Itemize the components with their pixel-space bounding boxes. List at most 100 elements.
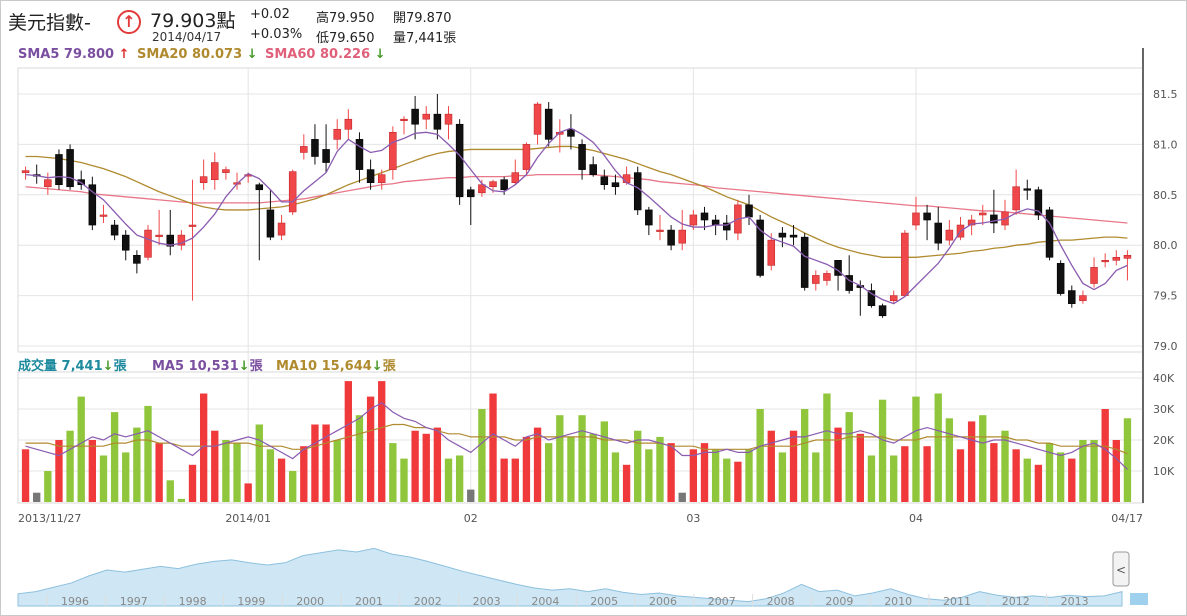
volume-bar bbox=[990, 443, 998, 502]
volume-bar bbox=[823, 393, 831, 502]
navigator-year-label: 2012 bbox=[1002, 595, 1030, 608]
volume-bar bbox=[745, 449, 753, 502]
volume-bar bbox=[378, 381, 386, 502]
volume-bar bbox=[800, 409, 809, 502]
navigator-scroll-handle[interactable] bbox=[1112, 551, 1130, 587]
sma20-legend: SMA20 80.073 ↓ bbox=[137, 47, 258, 62]
volume-bar bbox=[901, 446, 909, 502]
volume-bar bbox=[188, 464, 197, 502]
volume-tick-label: 10K bbox=[1153, 465, 1175, 478]
volume-bar bbox=[199, 393, 208, 502]
candle-body bbox=[1123, 254, 1132, 259]
candle-body bbox=[711, 219, 720, 226]
navigator-range-end bbox=[1130, 593, 1148, 605]
volume-bar bbox=[489, 393, 497, 502]
candle-body bbox=[778, 232, 787, 238]
volume-bar bbox=[1045, 443, 1054, 502]
volume-bar bbox=[645, 449, 653, 502]
vol-ma5-legend: MA5 10,531↓張 bbox=[152, 359, 263, 374]
navigator-year-label: 2005 bbox=[590, 595, 618, 608]
price-tick-label: 81.0 bbox=[1153, 138, 1178, 151]
volume-bar bbox=[545, 443, 553, 502]
volume-bar bbox=[767, 430, 775, 502]
candle-body bbox=[978, 212, 987, 216]
price-panel bbox=[17, 67, 1144, 353]
volume-total: 量7,441張 bbox=[393, 31, 457, 46]
volume-bar bbox=[21, 449, 30, 502]
navigator-year-label: 1998 bbox=[179, 595, 207, 608]
candle-body bbox=[478, 184, 486, 194]
volume-bar bbox=[133, 427, 141, 502]
x-axis-label: 2013/11/27 bbox=[18, 512, 81, 525]
volume-bar bbox=[711, 449, 720, 502]
volume-bar bbox=[311, 424, 319, 502]
volume-tick-label: 20K bbox=[1153, 434, 1175, 447]
navigator-year-label: 2009 bbox=[825, 595, 853, 608]
candle-body bbox=[110, 224, 119, 236]
volume-bar bbox=[845, 412, 853, 502]
candle-body bbox=[121, 234, 130, 251]
candle-body bbox=[133, 254, 141, 264]
candle-body bbox=[878, 305, 887, 317]
navigator-year-label: 2010 bbox=[884, 595, 912, 608]
volume-bar bbox=[110, 412, 119, 502]
volume-bar bbox=[455, 455, 464, 502]
volume-bar bbox=[44, 471, 52, 502]
candle-body bbox=[767, 239, 776, 266]
candle-body bbox=[489, 181, 497, 188]
volume-bar bbox=[923, 446, 931, 502]
navigator-year-label: 2004 bbox=[531, 595, 559, 608]
candle-body bbox=[211, 162, 219, 180]
volume-bar bbox=[522, 436, 531, 502]
sma5-line bbox=[25, 127, 1128, 305]
candle-body bbox=[511, 172, 520, 184]
quote-header: 美元指數- ↑ 79.903點 2014/04/17 +0.02 +0.03% … bbox=[0, 0, 1187, 46]
x-axis-label: 04/17 bbox=[1111, 512, 1143, 525]
candle-body bbox=[377, 174, 386, 184]
high-price: 高79.950 bbox=[316, 11, 375, 26]
volume-bar bbox=[1001, 430, 1009, 502]
volume-bar bbox=[878, 399, 887, 502]
candle-body bbox=[700, 212, 709, 221]
volume-bar bbox=[66, 430, 74, 502]
volume-tick-label: 30K bbox=[1153, 403, 1175, 416]
volume-bar bbox=[945, 418, 954, 502]
candle-body bbox=[533, 103, 542, 135]
volume-bar bbox=[1112, 440, 1120, 502]
sma60-line bbox=[25, 173, 1128, 224]
candle-body bbox=[1090, 267, 1098, 284]
chevron-left-icon[interactable]: < bbox=[1116, 563, 1126, 577]
candle-body bbox=[222, 169, 230, 173]
candle-body bbox=[845, 275, 853, 291]
quote-date: 2014/04/17 bbox=[152, 30, 222, 44]
volume-bar bbox=[622, 464, 631, 502]
x-axis-label: 04 bbox=[909, 512, 923, 525]
navigator-year-label: 2007 bbox=[708, 595, 736, 608]
candle-body bbox=[1045, 209, 1054, 258]
candle-body bbox=[455, 123, 464, 198]
volume-bar bbox=[99, 455, 108, 502]
candle-body bbox=[611, 182, 620, 188]
volume-bar bbox=[600, 421, 608, 502]
volume-bar bbox=[867, 455, 876, 502]
volume-bar bbox=[277, 458, 286, 502]
candle-body bbox=[1034, 189, 1043, 216]
volume-bar bbox=[511, 458, 519, 502]
candle-body bbox=[889, 295, 898, 301]
candle-body bbox=[366, 169, 375, 184]
candle-body bbox=[745, 204, 753, 218]
candle-body bbox=[901, 232, 909, 296]
candle-body bbox=[923, 212, 931, 221]
volume-bar bbox=[155, 443, 163, 502]
candle-body bbox=[812, 275, 820, 284]
volume-bar bbox=[444, 458, 453, 502]
x-axis-label: 03 bbox=[686, 512, 700, 525]
candle-body bbox=[823, 273, 831, 281]
candle-body bbox=[645, 209, 653, 226]
volume-bar bbox=[1101, 409, 1109, 502]
volume-bar bbox=[578, 415, 586, 502]
candle-body bbox=[600, 176, 609, 186]
instrument-title: 美元指數- bbox=[8, 12, 91, 34]
x-axis-label: 02 bbox=[464, 512, 478, 525]
